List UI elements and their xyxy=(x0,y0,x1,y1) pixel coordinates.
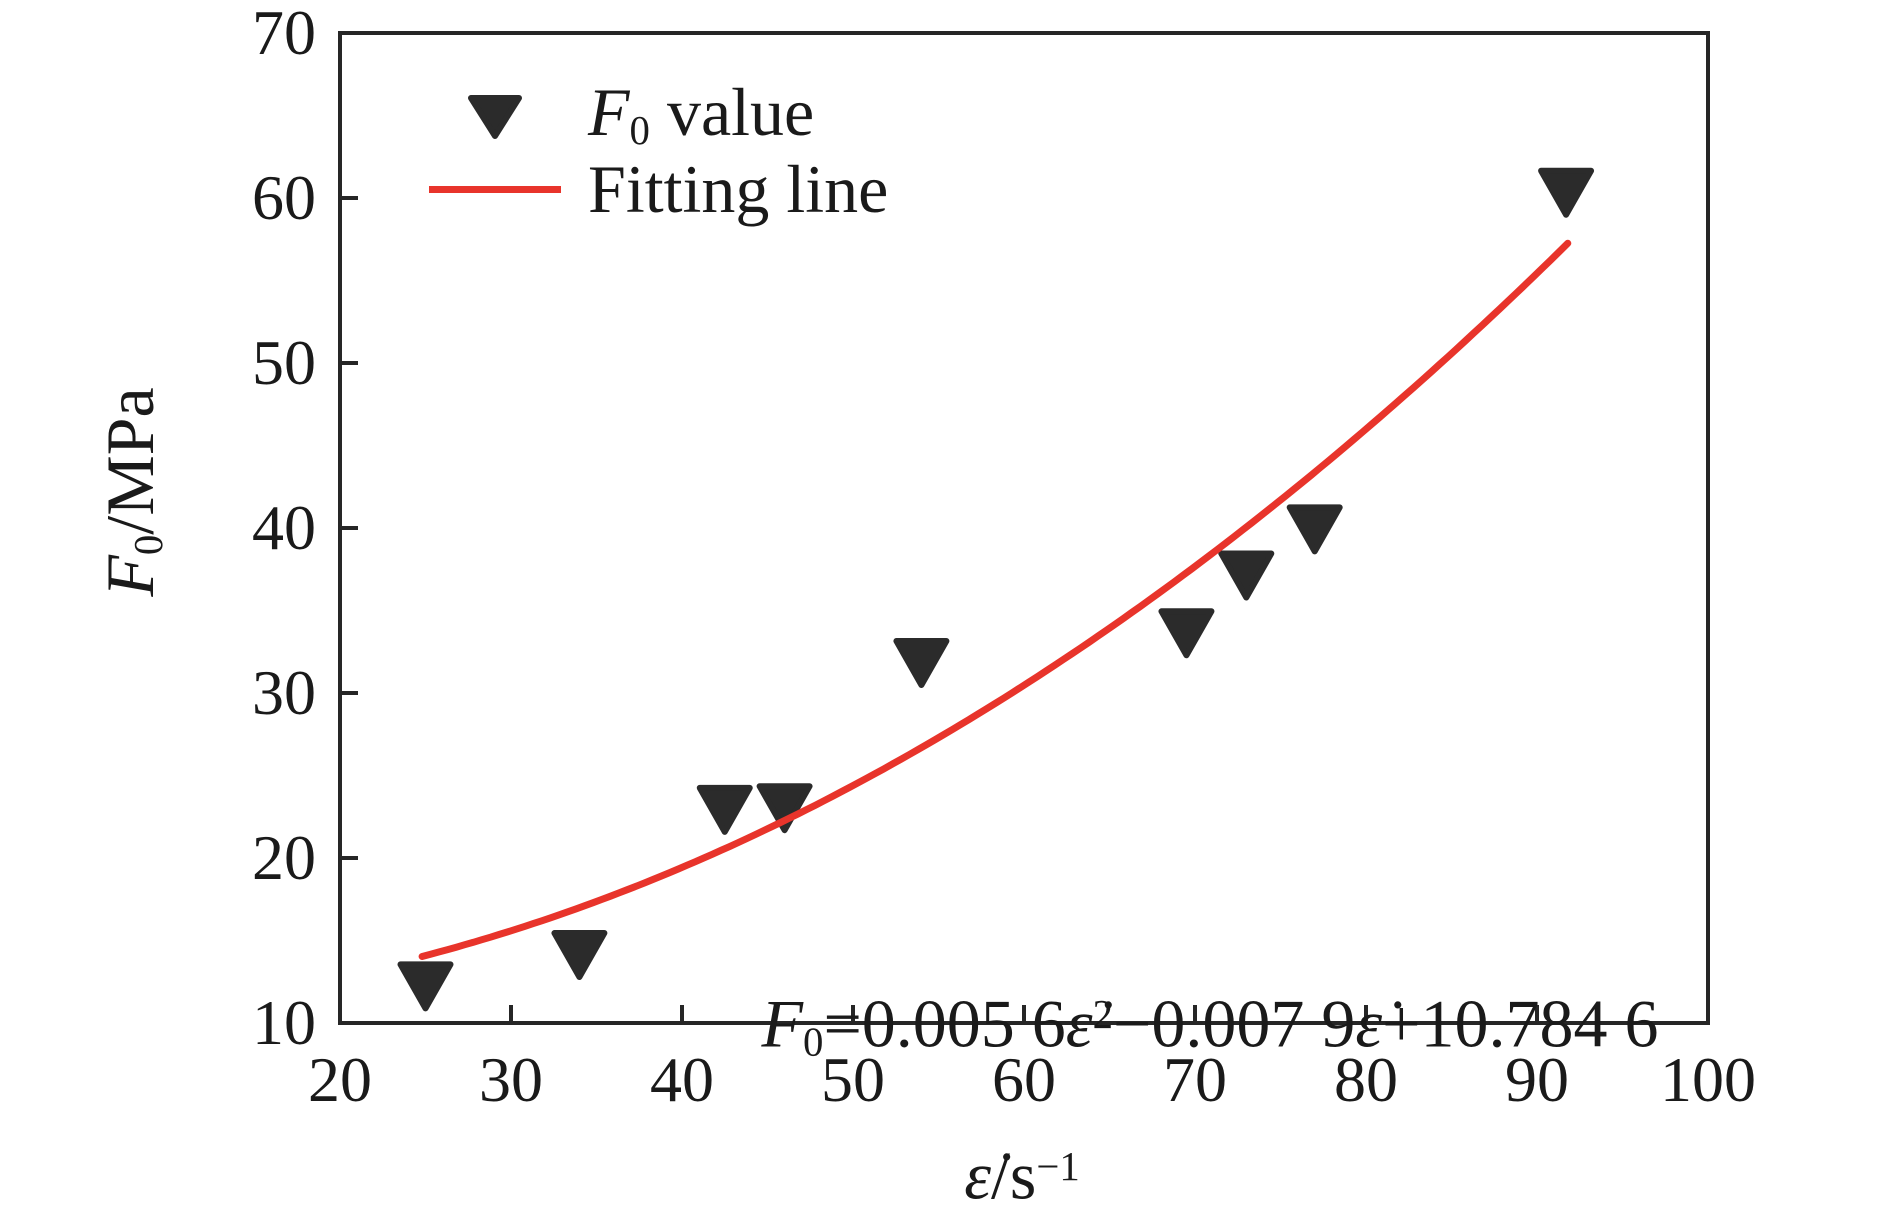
text-segment: −1 xyxy=(1036,1144,1080,1189)
triangle-down-marker-icon xyxy=(468,95,522,139)
y-tick-label: 70 xyxy=(252,0,316,68)
x-axis-label: ε̇/s−1 xyxy=(722,1132,1322,1210)
y-tick-label: 10 xyxy=(252,987,316,1058)
y-tick-label: 40 xyxy=(252,492,316,563)
data-point-marker xyxy=(756,783,813,834)
x-tick-label: 80 xyxy=(1334,1044,1398,1115)
y-tick-label: 30 xyxy=(252,657,316,728)
legend-marker-box xyxy=(420,185,570,193)
x-tick-label: 90 xyxy=(1505,1044,1569,1115)
x-tick-label: 30 xyxy=(479,1044,543,1115)
text-segment: value xyxy=(649,74,815,151)
legend-marker-box xyxy=(420,90,570,140)
text-segment: 0 xyxy=(125,534,171,556)
fitting-line xyxy=(418,239,1572,960)
legend: F0 value Fitting line xyxy=(420,78,888,226)
text-segment: ε̇ xyxy=(964,1137,991,1214)
text-segment: +10.784 6 xyxy=(1382,985,1659,1062)
y-tick-label: 60 xyxy=(252,162,316,233)
data-point-marker xyxy=(1218,550,1275,601)
text-segment: −0.007 9 xyxy=(1113,985,1356,1062)
text-segment: F xyxy=(92,555,168,597)
text-segment: =0.005 6 xyxy=(823,985,1066,1062)
plot-border xyxy=(338,31,1710,1025)
x-tick-label: 50 xyxy=(821,1044,885,1115)
x-tick-label: 70 xyxy=(1163,1044,1227,1115)
legend-label-f0-value: F0 value xyxy=(588,78,814,152)
y-tick-label: 20 xyxy=(252,822,316,893)
x-tick-label: 100 xyxy=(1660,1044,1756,1115)
text-segment: /MPa xyxy=(92,387,168,535)
text-segment: 0 xyxy=(629,108,650,154)
data-point-marker xyxy=(551,930,608,981)
text-segment: 0 xyxy=(803,1019,824,1065)
x-tick-label: 20 xyxy=(308,1044,372,1115)
y-tick-label: 50 xyxy=(252,327,316,398)
text-segment: ε̇ xyxy=(1355,985,1383,1062)
text-segment: /s xyxy=(991,1137,1037,1214)
text-segment: F xyxy=(588,74,630,151)
fit-equation-annotation: F0=0.005 6ε̇2−0.007 9ε̇+10.784 6 R2=0.95… xyxy=(730,830,1690,1215)
legend-label-fitting-line: Fitting line xyxy=(588,155,888,223)
data-point-marker xyxy=(1286,504,1343,555)
text-segment: Fitting line xyxy=(588,151,889,227)
data-point-marker xyxy=(696,784,753,835)
fitting-line-marker-icon xyxy=(429,185,561,193)
data-point-marker xyxy=(1538,167,1595,218)
y-axis-label: F0/MPa xyxy=(92,192,171,792)
text-segment: F xyxy=(761,985,804,1062)
x-tick-label: 60 xyxy=(992,1044,1056,1115)
legend-item-fitting-line: Fitting line xyxy=(420,152,888,226)
data-point-marker xyxy=(397,961,454,1012)
x-tick-label: 40 xyxy=(650,1044,714,1115)
text-segment: 2 xyxy=(1092,992,1113,1037)
fit-equation-line: F0=0.005 6ε̇2−0.007 9ε̇+10.784 6 xyxy=(730,978,1690,1079)
data-point-marker xyxy=(1158,608,1215,659)
legend-item-f0-value: F0 value xyxy=(420,78,888,152)
text-segment: ε̇ xyxy=(1065,985,1093,1062)
data-point-marker xyxy=(893,638,950,688)
